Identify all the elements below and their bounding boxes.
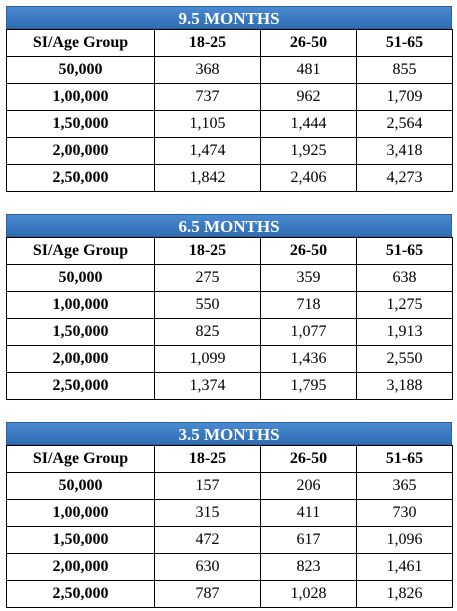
premium-table-9-5-months: 9.5 MONTHS SI/Age Group 18-25 26-50 51-6… <box>6 6 453 192</box>
table-row: 50,000 275 359 638 <box>6 264 453 292</box>
header-row: SI/Age Group 18-25 26-50 51-65 <box>6 237 453 265</box>
table-row: 2,50,000 1,842 2,406 4,273 <box>6 164 453 192</box>
premium-grid: SI/Age Group 18-25 26-50 51-65 50,000 36… <box>6 29 453 192</box>
row-label: 1,00,000 <box>6 499 155 527</box>
header-age-26-50: 26-50 <box>260 29 357 57</box>
cell: 4,273 <box>356 164 453 192</box>
header-age-18-25: 18-25 <box>154 29 261 57</box>
cell: 1,105 <box>154 110 261 138</box>
header-age-51-65: 51-65 <box>356 29 453 57</box>
cell: 1,795 <box>260 372 357 400</box>
header-si-age-group: SI/Age Group <box>6 445 155 473</box>
header-age-26-50: 26-50 <box>260 445 357 473</box>
table-row: 2,00,000 1,474 1,925 3,418 <box>6 137 453 165</box>
cell: 2,406 <box>260 164 357 192</box>
premium-table-6-5-months: 6.5 MONTHS SI/Age Group 18-25 26-50 51-6… <box>6 214 453 400</box>
table-row: 2,50,000 1,374 1,795 3,188 <box>6 372 453 400</box>
row-label: 1,00,000 <box>6 291 155 319</box>
cell: 1,709 <box>356 83 453 111</box>
cell: 730 <box>356 499 453 527</box>
cell: 787 <box>154 580 261 608</box>
header-age-18-25: 18-25 <box>154 237 261 265</box>
header-row: SI/Age Group 18-25 26-50 51-65 <box>6 445 453 473</box>
cell: 472 <box>154 526 261 554</box>
row-label: 1,50,000 <box>6 110 155 138</box>
header-age-51-65: 51-65 <box>356 445 453 473</box>
header-age-51-65: 51-65 <box>356 237 453 265</box>
cell: 1,099 <box>154 345 261 373</box>
table-row: 1,00,000 550 718 1,275 <box>6 291 453 319</box>
row-label: 50,000 <box>6 56 155 84</box>
cell: 206 <box>260 472 357 500</box>
row-label: 1,00,000 <box>6 83 155 111</box>
header-row: SI/Age Group 18-25 26-50 51-65 <box>6 29 453 57</box>
table-row: 2,00,000 630 823 1,461 <box>6 553 453 581</box>
table-row: 50,000 157 206 365 <box>6 472 453 500</box>
row-label: 2,50,000 <box>6 372 155 400</box>
cell: 1,913 <box>356 318 453 346</box>
table-row: 50,000 368 481 855 <box>6 56 453 84</box>
header-age-26-50: 26-50 <box>260 237 357 265</box>
cell: 630 <box>154 553 261 581</box>
cell: 481 <box>260 56 357 84</box>
cell: 2,564 <box>356 110 453 138</box>
cell: 1,444 <box>260 110 357 138</box>
cell: 1,436 <box>260 345 357 373</box>
cell: 1,925 <box>260 137 357 165</box>
table-row: 1,00,000 737 962 1,709 <box>6 83 453 111</box>
table-row: 2,50,000 787 1,028 1,826 <box>6 580 453 608</box>
cell: 365 <box>356 472 453 500</box>
cell: 368 <box>154 56 261 84</box>
cell: 855 <box>356 56 453 84</box>
row-label: 50,000 <box>6 264 155 292</box>
cell: 157 <box>154 472 261 500</box>
table-row: 1,00,000 315 411 730 <box>6 499 453 527</box>
table-row: 1,50,000 825 1,077 1,913 <box>6 318 453 346</box>
row-label: 50,000 <box>6 472 155 500</box>
table-title: 3.5 MONTHS <box>6 422 452 445</box>
cell: 1,374 <box>154 372 261 400</box>
header-age-18-25: 18-25 <box>154 445 261 473</box>
row-label: 2,50,000 <box>6 164 155 192</box>
cell: 962 <box>260 83 357 111</box>
cell: 3,418 <box>356 137 453 165</box>
cell: 1,461 <box>356 553 453 581</box>
row-label: 2,00,000 <box>6 553 155 581</box>
cell: 825 <box>154 318 261 346</box>
cell: 737 <box>154 83 261 111</box>
cell: 411 <box>260 499 357 527</box>
cell: 617 <box>260 526 357 554</box>
cell: 550 <box>154 291 261 319</box>
cell: 275 <box>154 264 261 292</box>
table-row: 1,50,000 1,105 1,444 2,564 <box>6 110 453 138</box>
cell: 1,826 <box>356 580 453 608</box>
cell: 823 <box>260 553 357 581</box>
row-label: 2,50,000 <box>6 580 155 608</box>
row-label: 2,00,000 <box>6 137 155 165</box>
table-row: 2,00,000 1,099 1,436 2,550 <box>6 345 453 373</box>
row-label: 1,50,000 <box>6 526 155 554</box>
premium-grid: SI/Age Group 18-25 26-50 51-65 50,000 15… <box>6 445 453 608</box>
row-label: 1,50,000 <box>6 318 155 346</box>
cell: 718 <box>260 291 357 319</box>
cell: 1,842 <box>154 164 261 192</box>
cell: 638 <box>356 264 453 292</box>
header-si-age-group: SI/Age Group <box>6 237 155 265</box>
table-title: 6.5 MONTHS <box>6 214 452 237</box>
cell: 315 <box>154 499 261 527</box>
cell: 1,096 <box>356 526 453 554</box>
header-si-age-group: SI/Age Group <box>6 29 155 57</box>
premium-table-3-5-months: 3.5 MONTHS SI/Age Group 18-25 26-50 51-6… <box>6 422 453 608</box>
table-title: 9.5 MONTHS <box>6 6 452 29</box>
cell: 2,550 <box>356 345 453 373</box>
premium-grid: SI/Age Group 18-25 26-50 51-65 50,000 27… <box>6 237 453 400</box>
cell: 1,077 <box>260 318 357 346</box>
cell: 1,275 <box>356 291 453 319</box>
cell: 1,028 <box>260 580 357 608</box>
table-row: 1,50,000 472 617 1,096 <box>6 526 453 554</box>
cell: 1,474 <box>154 137 261 165</box>
cell: 3,188 <box>356 372 453 400</box>
row-label: 2,00,000 <box>6 345 155 373</box>
cell: 359 <box>260 264 357 292</box>
